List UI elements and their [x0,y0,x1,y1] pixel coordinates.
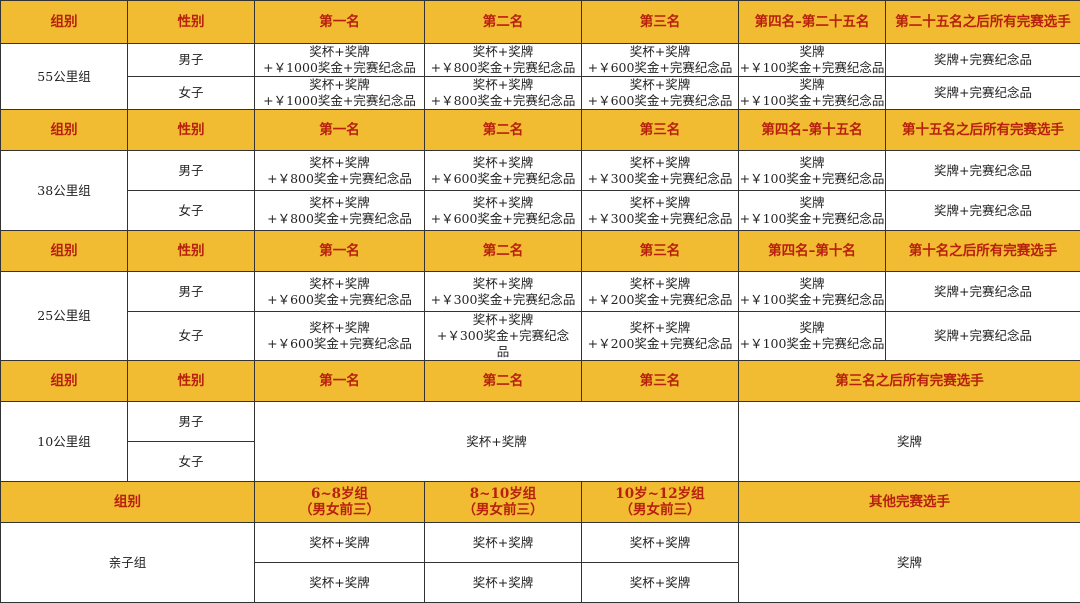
prize-cell: 奖牌 [739,523,1080,603]
table-row: 女子奖杯+奖牌 +￥600奖金+完赛纪念品奖杯+奖牌 +￥300奖金+完赛纪念 … [1,312,1080,361]
column-header: 第三名之后所有完赛选手 [739,361,1080,402]
prize-cell: 奖牌+完赛纪念品 [886,44,1080,77]
column-header: 组别 [1,482,255,523]
prize-cell: 奖牌 +￥100奖金+完赛纪念品 [739,151,886,191]
gender-label: 男子 [128,44,255,77]
prize-cell: 奖杯+奖牌 +￥600奖金+完赛纪念品 [582,77,739,110]
column-header: 第二名 [425,1,582,44]
gender-label: 女子 [128,191,255,231]
prize-cell: 奖杯+奖牌 [255,563,425,603]
group-label: 25公里组 [1,272,128,361]
column-header: 第一名 [255,361,425,402]
prize-cell: 奖牌+完赛纪念品 [886,312,1080,361]
column-header: 第四名–第十五名 [739,110,886,151]
column-header: 组别 [1,110,128,151]
header-row: 组别性别第一名第二名第三名第三名之后所有完赛选手 [1,361,1080,402]
group-label: 55公里组 [1,44,128,110]
prize-cell: 奖杯+奖牌 +￥1000奖金+完赛纪念品 [255,44,425,77]
column-header: 第十五名之后所有完赛选手 [886,110,1080,151]
column-header: 6~8岁组 （男女前三） [255,482,425,523]
column-header: 第二名 [425,361,582,402]
prize-cell: 奖牌+完赛纪念品 [886,272,1080,312]
column-header: 第三名 [582,361,739,402]
prize-cell: 奖杯+奖牌 [582,523,739,563]
prize-cell: 奖牌 +￥100奖金+完赛纪念品 [739,44,886,77]
header-row: 组别性别第一名第二名第三名第四名–第十五名第十五名之后所有完赛选手 [1,110,1080,151]
header-row: 组别性别第一名第二名第三名第四名–第十名第十名之后所有完赛选手 [1,231,1080,272]
prize-cell: 奖杯+奖牌 [425,563,582,603]
table-row: 38公里组男子奖杯+奖牌 +￥800奖金+完赛纪念品奖杯+奖牌 +￥600奖金+… [1,151,1080,191]
prize-cell: 奖杯+奖牌 [425,523,582,563]
prize-cell: 奖杯+奖牌 +￥800奖金+完赛纪念品 [425,44,582,77]
prize-cell: 奖杯+奖牌 +￥300奖金+完赛纪念 品 [425,312,582,361]
gender-label: 男子 [128,151,255,191]
prize-cell: 奖杯+奖牌 +￥600奖金+完赛纪念品 [255,272,425,312]
column-header: 第四名–第二十五名 [739,1,886,44]
prize-cell: 奖牌+完赛纪念品 [886,191,1080,231]
prize-cell: 奖杯+奖牌 +￥300奖金+完赛纪念品 [582,151,739,191]
column-header: 第一名 [255,110,425,151]
table-row: 10公里组男子奖杯+奖牌奖牌 [1,402,1080,442]
prize-cell: 奖杯+奖牌 +￥800奖金+完赛纪念品 [255,191,425,231]
column-header: 第四名–第十名 [739,231,886,272]
prize-cell: 奖杯+奖牌 +￥300奖金+完赛纪念品 [582,191,739,231]
gender-label: 女子 [128,312,255,361]
column-header: 组别 [1,231,128,272]
column-header: 其他完赛选手 [739,482,1080,523]
column-header: 性别 [128,231,255,272]
table-row: 25公里组男子奖杯+奖牌 +￥600奖金+完赛纪念品奖杯+奖牌 +￥300奖金+… [1,272,1080,312]
prize-cell: 奖牌 +￥100奖金+完赛纪念品 [739,272,886,312]
prize-cell: 奖杯+奖牌 +￥200奖金+完赛纪念品 [582,272,739,312]
prize-cell: 奖杯+奖牌 +￥200奖金+完赛纪念品 [582,312,739,361]
column-header: 第二名 [425,231,582,272]
group-label: 10公里组 [1,402,128,482]
column-header: 性别 [128,1,255,44]
gender-label: 男子 [128,272,255,312]
prize-cell: 奖牌 [739,402,1080,482]
header-row: 组别性别第一名第二名第三名第四名–第二十五名第二十五名之后所有完赛选手 [1,1,1080,44]
column-header: 性别 [128,110,255,151]
prize-cell: 奖杯+奖牌 [582,563,739,603]
column-header: 第三名 [582,231,739,272]
prize-cell: 奖杯+奖牌 +￥300奖金+完赛纪念品 [425,272,582,312]
column-header: 组别 [1,361,128,402]
prize-cell: 奖牌+完赛纪念品 [886,77,1080,110]
prize-cell: 奖牌 +￥100奖金+完赛纪念品 [739,77,886,110]
prize-cell: 奖杯+奖牌 [255,402,739,482]
column-header: 第三名 [582,110,739,151]
prize-cell: 奖杯+奖牌 +￥1000奖金+完赛纪念品 [255,77,425,110]
table-row: 女子奖杯+奖牌 +￥1000奖金+完赛纪念品奖杯+奖牌 +￥800奖金+完赛纪念… [1,77,1080,110]
prize-cell: 奖牌 +￥100奖金+完赛纪念品 [739,191,886,231]
prize-cell: 奖杯+奖牌 [255,523,425,563]
column-header: 组别 [1,1,128,44]
group-label: 38公里组 [1,151,128,231]
prize-cell: 奖牌+完赛纪念品 [886,151,1080,191]
table-row: 女子奖杯+奖牌 +￥800奖金+完赛纪念品奖杯+奖牌 +￥600奖金+完赛纪念品… [1,191,1080,231]
column-header: 第一名 [255,1,425,44]
column-header: 8~10岁组 （男女前三） [425,482,582,523]
gender-label: 女子 [128,442,255,482]
prize-cell: 奖杯+奖牌 +￥800奖金+完赛纪念品 [425,77,582,110]
prize-cell: 奖杯+奖牌 +￥600奖金+完赛纪念品 [425,151,582,191]
column-header: 第十名之后所有完赛选手 [886,231,1080,272]
column-header: 第二十五名之后所有完赛选手 [886,1,1080,44]
gender-label: 女子 [128,77,255,110]
gender-label: 男子 [128,402,255,442]
prize-cell: 奖杯+奖牌 +￥600奖金+完赛纪念品 [425,191,582,231]
prize-cell: 奖杯+奖牌 +￥600奖金+完赛纪念品 [582,44,739,77]
column-header: 10岁~12岁组 （男女前三） [582,482,739,523]
table-row: 55公里组男子奖杯+奖牌 +￥1000奖金+完赛纪念品奖杯+奖牌 +￥800奖金… [1,44,1080,77]
column-header: 第三名 [582,1,739,44]
prize-cell: 奖杯+奖牌 +￥800奖金+完赛纪念品 [255,151,425,191]
column-header: 性别 [128,361,255,402]
prize-cell: 奖牌 +￥100奖金+完赛纪念品 [739,312,886,361]
table-row: 亲子组奖杯+奖牌奖杯+奖牌奖杯+奖牌奖牌 [1,523,1080,563]
column-header: 第一名 [255,231,425,272]
prize-cell: 奖杯+奖牌 +￥600奖金+完赛纪念品 [255,312,425,361]
group-label: 亲子组 [1,523,255,603]
column-header: 第二名 [425,110,582,151]
